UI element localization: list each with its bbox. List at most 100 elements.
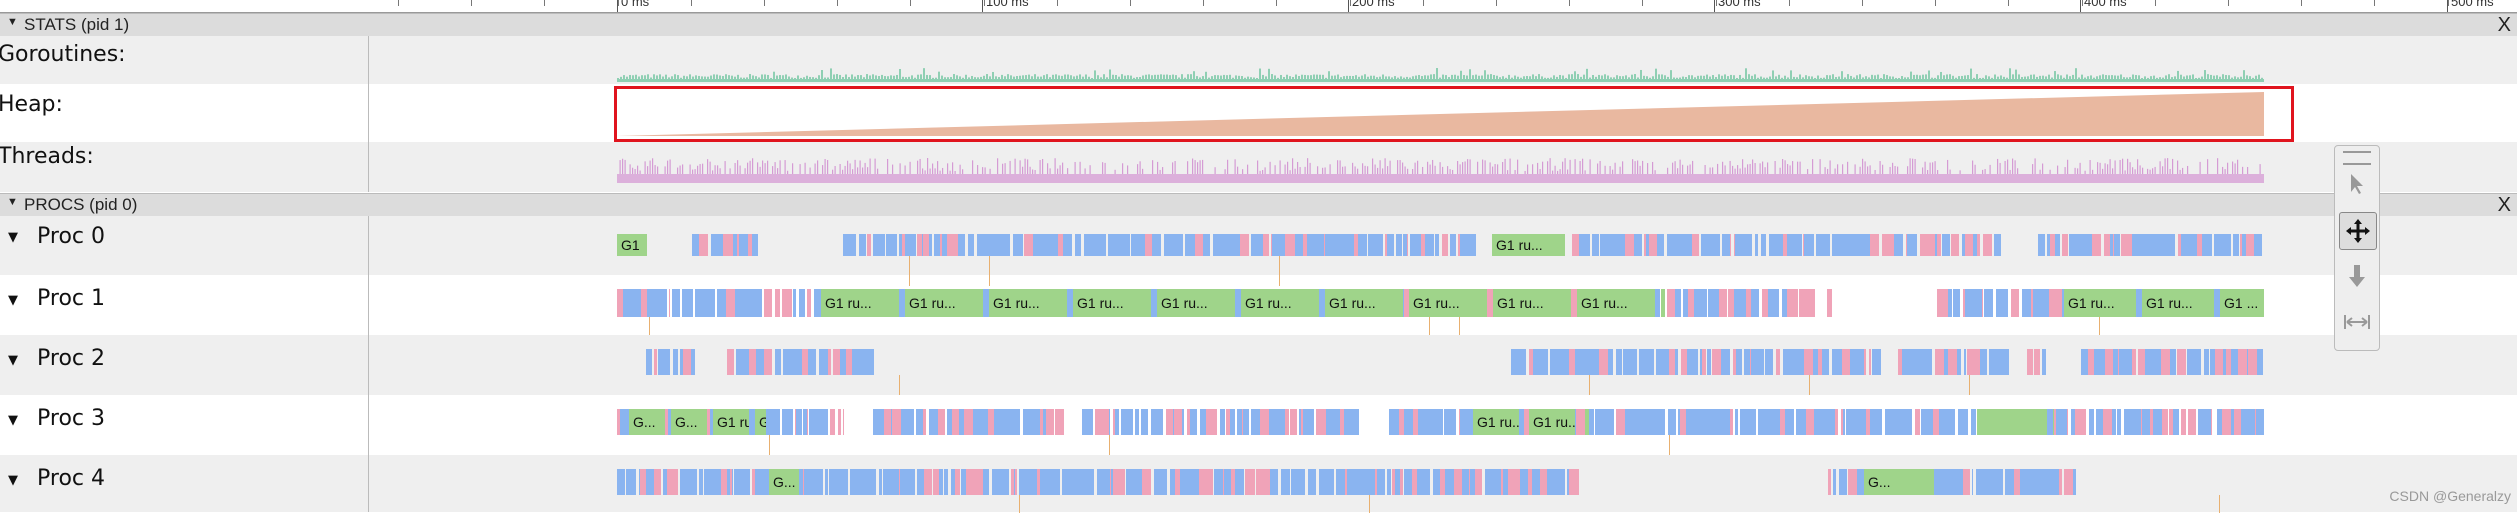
goroutine-slice[interactable] xyxy=(1152,234,1161,256)
goroutine-slice[interactable] xyxy=(1861,409,1866,435)
goroutine-slice[interactable] xyxy=(2170,349,2172,375)
goroutine-slice[interactable] xyxy=(1358,234,1367,256)
goroutine-slice[interactable] xyxy=(1667,349,1669,375)
goroutine-slice[interactable] xyxy=(2140,234,2148,256)
goroutine-slice[interactable] xyxy=(1103,409,1109,435)
goroutine-slice[interactable] xyxy=(1049,234,1058,256)
goroutine-slice[interactable] xyxy=(1251,234,1255,256)
goroutine-slice[interactable] xyxy=(1907,349,1911,375)
goroutine-slice[interactable] xyxy=(623,469,624,495)
goroutine-slice[interactable] xyxy=(979,234,985,256)
goroutine-slice[interactable] xyxy=(1371,234,1374,256)
goroutine-slice[interactable] xyxy=(1675,349,1678,375)
goroutine-slice[interactable] xyxy=(1982,289,1983,317)
goroutine-slice[interactable] xyxy=(1848,234,1854,256)
goroutine-slice[interactable] xyxy=(2114,234,2120,256)
goroutine-slice[interactable] xyxy=(1833,234,1837,256)
goroutine-slice[interactable] xyxy=(933,469,939,495)
goroutine-slice[interactable] xyxy=(848,349,852,375)
goroutine-slice[interactable] xyxy=(1994,349,1998,375)
goroutine-slice[interactable] xyxy=(2240,234,2242,256)
goroutine-slice[interactable] xyxy=(1049,469,1054,495)
goroutine-slice[interactable] xyxy=(1237,409,1242,435)
goroutine-slice[interactable] xyxy=(740,289,747,317)
goroutine-slice[interactable] xyxy=(1816,234,1820,256)
goroutine-slice[interactable] xyxy=(1062,469,1064,495)
goroutine-slice[interactable] xyxy=(2169,409,2173,435)
goroutine-slice[interactable] xyxy=(2065,409,2067,435)
goroutine-slice[interactable] xyxy=(1374,234,1383,256)
goroutine-slice[interactable] xyxy=(1199,469,1204,495)
goroutine-slice[interactable] xyxy=(1782,289,1787,317)
goroutine-slice[interactable] xyxy=(1547,469,1556,495)
goroutine-slice[interactable] xyxy=(1092,409,1093,435)
goroutine-slice[interactable] xyxy=(2247,349,2248,375)
goroutine-slice[interactable] xyxy=(792,349,797,375)
proc-track[interactable]: G...G...G1 ru...G...G1 ru...G1 ru... xyxy=(369,395,2517,457)
goroutine-slice[interactable] xyxy=(675,469,678,495)
goroutine-slice[interactable] xyxy=(1046,409,1054,435)
goroutine-slice[interactable] xyxy=(2211,409,2212,435)
running-goroutine-block[interactable]: G1 ru... xyxy=(713,409,749,435)
goroutine-slice[interactable] xyxy=(2132,349,2136,375)
goroutine-slice[interactable] xyxy=(1460,234,1466,256)
goroutine-slice[interactable] xyxy=(1410,234,1412,256)
goroutine-slice[interactable] xyxy=(2246,234,2248,256)
goroutine-slice[interactable] xyxy=(843,409,844,435)
goroutine-slice[interactable] xyxy=(1789,349,1795,375)
goroutine-slice[interactable] xyxy=(1058,234,1063,256)
goroutine-slice[interactable] xyxy=(1688,289,1694,317)
goroutine-slice[interactable] xyxy=(1878,409,1882,435)
goroutine-slice[interactable] xyxy=(1460,409,1463,435)
goroutine-slice[interactable] xyxy=(1939,409,1946,435)
goroutine-slice[interactable] xyxy=(891,409,892,435)
goroutine-slice[interactable] xyxy=(2053,289,2062,317)
goroutine-slice[interactable] xyxy=(1112,234,1116,256)
running-goroutine-block[interactable]: G1 ru... xyxy=(1492,234,1565,256)
goroutine-slice[interactable] xyxy=(1470,469,1475,495)
goroutine-slice[interactable] xyxy=(1091,234,1100,256)
goroutine-slice[interactable] xyxy=(1426,469,1430,495)
goroutine-slice[interactable] xyxy=(1188,469,1191,495)
time-ruler[interactable]: 0 ms 100 ms 200 ms 300 ms 400 ms 500 ms xyxy=(0,0,2517,13)
goroutine-slice[interactable] xyxy=(1318,409,1326,435)
goroutine-slice[interactable] xyxy=(1519,409,1524,435)
goroutine-slice[interactable] xyxy=(2217,289,2218,317)
goroutine-slice[interactable] xyxy=(1684,349,1687,375)
goroutine-slice[interactable] xyxy=(796,409,802,435)
goroutine-slice[interactable] xyxy=(1758,289,1759,317)
goroutine-slice[interactable] xyxy=(1944,349,1948,375)
goroutine-slice[interactable] xyxy=(1722,234,1729,256)
goroutine-slice[interactable] xyxy=(1575,349,1580,375)
goroutine-slice[interactable] xyxy=(755,469,764,495)
goroutine-slice[interactable] xyxy=(1404,289,1409,317)
goroutine-slice[interactable] xyxy=(1842,469,1847,495)
goroutine-slice[interactable] xyxy=(1219,469,1223,495)
goroutine-slice[interactable] xyxy=(640,469,646,495)
goroutine-slice[interactable] xyxy=(1448,469,1451,495)
goroutine-slice[interactable] xyxy=(819,349,828,375)
goroutine-slice[interactable] xyxy=(1833,469,1836,495)
running-goroutine-block[interactable]: G1 ru... xyxy=(1241,289,1319,317)
goroutine-slice[interactable] xyxy=(1400,469,1403,495)
event-marker[interactable] xyxy=(989,256,990,286)
goroutine-slice[interactable] xyxy=(1501,469,1503,495)
goroutine-slice[interactable] xyxy=(1270,469,1278,495)
goroutine-slice[interactable] xyxy=(1837,234,1844,256)
goroutine-slice[interactable] xyxy=(1686,409,1691,435)
goroutine-slice[interactable] xyxy=(1657,234,1663,256)
goroutine-slice[interactable] xyxy=(1903,409,1909,435)
goroutine-slice[interactable] xyxy=(1579,234,1584,256)
goroutine-slice[interactable] xyxy=(1828,234,1830,256)
goroutine-slice[interactable] xyxy=(1869,349,1871,375)
goroutine-slice[interactable] xyxy=(2248,349,2257,375)
goroutine-slice[interactable] xyxy=(2038,234,2045,256)
goroutine-slice[interactable] xyxy=(1605,409,1613,435)
goroutine-slice[interactable] xyxy=(986,469,989,495)
goroutine-slice[interactable] xyxy=(1832,349,1835,375)
goroutine-slice[interactable] xyxy=(1709,234,1710,256)
goroutine-slice[interactable] xyxy=(2223,349,2226,375)
goroutine-slice[interactable] xyxy=(1063,234,1070,256)
goroutine-slice[interactable] xyxy=(2005,469,2014,495)
goroutine-slice[interactable] xyxy=(1814,409,1819,435)
